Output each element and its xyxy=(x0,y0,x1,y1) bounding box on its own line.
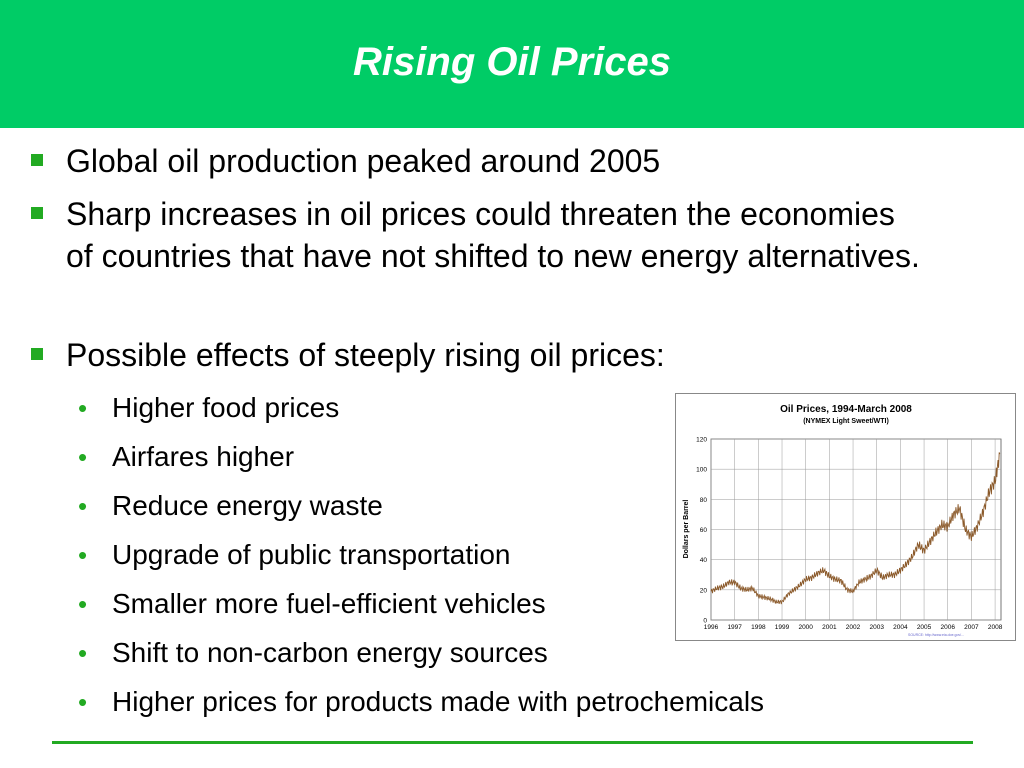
bottom-divider xyxy=(52,741,973,744)
chart-title: Oil Prices, 1994-March 2008 xyxy=(780,404,912,415)
x-tick-label: 1999 xyxy=(775,624,790,631)
y-tick-label: 0 xyxy=(703,618,707,625)
sub-bullet-text: Upgrade of public transportation xyxy=(112,539,511,570)
x-tick-label: 2008 xyxy=(988,624,1003,631)
bullet-marker xyxy=(31,207,43,219)
x-tick-label: 2000 xyxy=(798,624,813,631)
x-tick-label: 1998 xyxy=(751,624,766,631)
slide-title: Rising Oil Prices xyxy=(353,40,671,84)
title-bar xyxy=(0,0,1024,128)
y-tick-label: 100 xyxy=(696,467,707,474)
x-tick-label: 2002 xyxy=(846,624,861,631)
x-tick-label: 2001 xyxy=(822,624,837,631)
sub-bullet-text: Reduce energy waste xyxy=(112,490,383,521)
chart-ylabel: Dollars per Barrel xyxy=(683,500,690,559)
sub-bullet-marker: • xyxy=(78,687,88,717)
y-tick-label: 120 xyxy=(696,437,707,444)
sub-bullet-text: Higher food prices xyxy=(112,392,340,423)
sub-bullet-text: Smaller more fuel-efficient vehicles xyxy=(112,588,546,619)
chart-svg: Oil Prices, 1994-March 2008 (NYMEX Light… xyxy=(683,404,1003,637)
sub-bullet-marker: • xyxy=(78,393,88,423)
sub-bullet-marker: • xyxy=(78,540,88,570)
sub-bullet-text: Higher prices for products made with pet… xyxy=(112,686,765,717)
y-tick-label: 60 xyxy=(700,527,708,534)
sub-bullet-marker: • xyxy=(78,491,88,521)
sub-bullet-marker: • xyxy=(78,442,88,472)
chart-source-note: SOURCE: http://www.eia.doe.gov/... xyxy=(908,633,964,637)
bullet-text: Sharp increases in oil prices could thre… xyxy=(66,196,920,274)
sub-bullet-text: Airfares higher xyxy=(112,441,295,472)
x-tick-label: 2007 xyxy=(964,624,979,631)
x-tick-label: 2003 xyxy=(869,624,884,631)
bullet-text: Possible effects of steeply rising oil p… xyxy=(66,337,665,373)
sub-bullet-text: Shift to non-carbon energy sources xyxy=(112,637,548,668)
sub-bullet-marker: • xyxy=(78,638,88,668)
bullet-marker xyxy=(31,348,43,360)
y-tick-label: 80 xyxy=(700,497,708,504)
x-tick-label: 2006 xyxy=(941,624,956,631)
series-line xyxy=(710,452,1001,605)
y-tick-label: 20 xyxy=(700,587,708,594)
oil-price-chart: Oil Prices, 1994-March 2008 (NYMEX Light… xyxy=(675,393,1016,641)
x-tick-label: 2005 xyxy=(917,624,932,631)
x-tick-label: 1996 xyxy=(704,624,719,631)
chart-subtitle: (NYMEX Light Sweet/WTI) xyxy=(803,418,889,425)
bullet-marker xyxy=(31,154,43,166)
y-tick-label: 40 xyxy=(700,557,708,564)
x-tick-label: 2004 xyxy=(893,624,908,631)
x-tick-label: 1997 xyxy=(727,624,742,631)
sub-bullet-marker: • xyxy=(78,589,88,619)
bullet-text: Global oil production peaked around 2005 xyxy=(66,143,661,179)
